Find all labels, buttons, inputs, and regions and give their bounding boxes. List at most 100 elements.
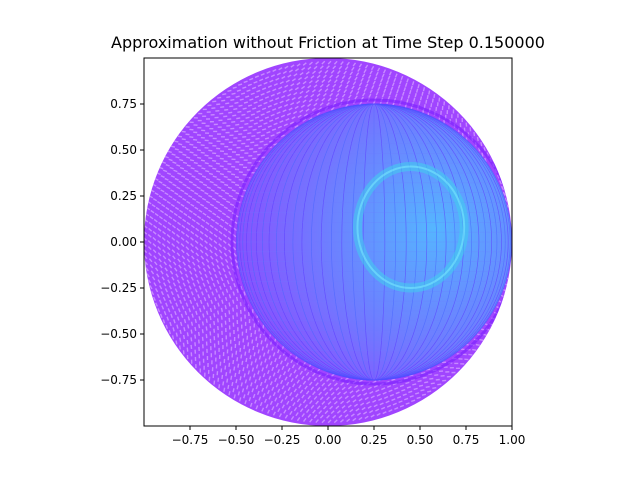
- particle-mark: [476, 345, 480, 346]
- particle-mark: [227, 90, 231, 91]
- particle-mark: [237, 297, 238, 301]
- particle-mark: [192, 322, 193, 326]
- particle-mark: [474, 132, 475, 136]
- particle-mark: [244, 124, 248, 125]
- particle-mark: [207, 311, 208, 315]
- particle-mark: [233, 300, 234, 304]
- particle-mark: [249, 349, 250, 353]
- particle-mark: [414, 98, 415, 102]
- particle-mark: [243, 108, 247, 109]
- particle-mark: [266, 344, 267, 348]
- particle-mark: [228, 385, 229, 389]
- particle-mark: [233, 308, 234, 312]
- particle-mark: [419, 385, 423, 386]
- particle-mark: [250, 142, 254, 143]
- particle-mark: [222, 300, 223, 304]
- particle-mark: [250, 120, 254, 121]
- particle-mark: [258, 349, 259, 353]
- particle-mark: [237, 357, 238, 361]
- particle-mark: [248, 126, 252, 127]
- particle-mark: [233, 109, 237, 110]
- particle-mark: [178, 144, 182, 145]
- particle-mark: [472, 350, 476, 351]
- particle-mark: [223, 381, 224, 385]
- particle-mark: [213, 176, 217, 177]
- particle-mark: [251, 114, 255, 115]
- particle-mark: [221, 316, 222, 320]
- particle-mark: [481, 142, 482, 146]
- particle-mark: [194, 163, 198, 164]
- particle-mark: [426, 387, 430, 388]
- particle-mark: [233, 388, 234, 392]
- particle-mark: [208, 158, 212, 159]
- particle-mark: [254, 145, 258, 146]
- particle-mark: [206, 319, 207, 323]
- particle-mark: [412, 384, 416, 385]
- particle-mark: [229, 391, 230, 395]
- particle-mark: [417, 89, 418, 93]
- y-tick-label: −0.75: [100, 373, 137, 387]
- y-tick-label: 0.50: [110, 143, 137, 157]
- particle-mark: [201, 152, 205, 153]
- particle-mark: [232, 382, 233, 386]
- particle-mark: [214, 305, 215, 309]
- particle-mark: [203, 321, 204, 325]
- particle-mark: [233, 360, 234, 364]
- particle-mark: [233, 87, 237, 88]
- particle-mark: [195, 327, 196, 331]
- particle-mark: [429, 378, 433, 379]
- particle-mark: [199, 332, 200, 336]
- particle-mark: [186, 142, 190, 143]
- particle-mark: [216, 163, 220, 164]
- particle-mark: [169, 330, 170, 334]
- particle-mark: [228, 112, 232, 113]
- particle-mark: [188, 325, 189, 329]
- particle-mark: [238, 364, 239, 368]
- particle-mark: [205, 163, 209, 164]
- particle-mark: [235, 185, 239, 186]
- particle-mark: [245, 352, 246, 356]
- particle-mark: [234, 394, 235, 398]
- particle-mark: [234, 102, 238, 103]
- particle-mark: [191, 337, 192, 341]
- particle-mark: [178, 136, 182, 137]
- particle-mark: [232, 93, 236, 94]
- particle-mark: [214, 313, 215, 317]
- particle-mark: [239, 127, 243, 128]
- particle-mark: [421, 390, 425, 391]
- particle-mark: [224, 169, 228, 170]
- particle-mark: [235, 124, 239, 125]
- particle-mark: [224, 388, 225, 392]
- particle-mark: [252, 340, 253, 344]
- particle-mark: [230, 369, 231, 373]
- y-tick-label: 0.25: [110, 189, 137, 203]
- particle-mark: [190, 152, 194, 153]
- particle-mark: [264, 144, 268, 145]
- particle-mark: [418, 381, 422, 382]
- particle-mark: [242, 361, 243, 365]
- particle-mark: [427, 95, 428, 99]
- particle-mark: [229, 302, 230, 306]
- particle-mark: [241, 114, 245, 115]
- particle-mark: [263, 325, 264, 329]
- particle-mark: [419, 101, 420, 105]
- particle-mark: [197, 157, 201, 158]
- particle-mark: [180, 345, 181, 349]
- particle-mark: [261, 135, 265, 136]
- x-tick-label: −0.50: [218, 433, 255, 447]
- particle-mark: [218, 318, 219, 322]
- particle-mark: [206, 327, 207, 331]
- particle-mark: [429, 91, 430, 95]
- particle-mark: [187, 332, 188, 336]
- particle-mark: [260, 334, 261, 338]
- x-tick-label: 0.75: [453, 433, 480, 447]
- particle-mark: [217, 179, 221, 180]
- particle-mark: [226, 372, 227, 376]
- particle-mark: [236, 96, 240, 97]
- particle-mark: [198, 165, 202, 166]
- particle-mark: [201, 160, 205, 161]
- particle-mark: [197, 150, 201, 151]
- particle-mark: [218, 303, 219, 307]
- particle-mark: [199, 324, 200, 328]
